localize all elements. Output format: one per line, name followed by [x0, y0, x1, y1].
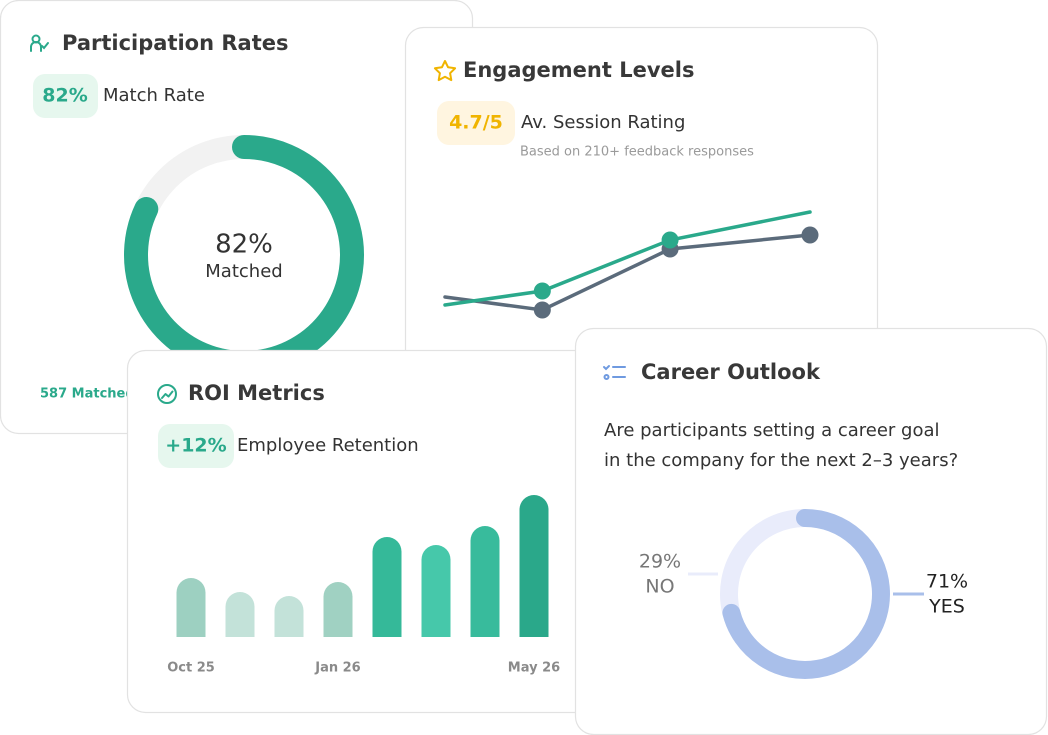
badge-label: Employee Retention	[237, 435, 419, 456]
person-icon	[30, 34, 49, 52]
x-tick-label: Jan 26	[314, 661, 360, 676]
line	[443, 210, 812, 307]
donut-arc	[124, 135, 364, 375]
x-tick-label: May 26	[508, 661, 560, 676]
marker	[533, 282, 551, 300]
bar	[470, 526, 500, 637]
bar	[421, 545, 451, 637]
card-title: Participation Rates	[62, 31, 289, 55]
bar	[176, 578, 206, 637]
badge-bg	[158, 424, 234, 468]
bar	[274, 596, 304, 637]
trend-icon	[157, 384, 177, 404]
bar	[225, 592, 255, 637]
value-label: 29%	[639, 551, 681, 573]
center-label: Matched	[205, 261, 282, 282]
value-label: 71%	[926, 571, 968, 593]
note: Based on 210+ feedback responses	[520, 145, 754, 160]
question-line: in the company for the next 2–3 years?	[604, 450, 958, 471]
badge: +12%	[165, 435, 226, 457]
category-label: YES	[928, 596, 965, 618]
badge-bg	[33, 74, 98, 118]
center-value: 82%	[215, 230, 273, 260]
participation-card: Participation Rates 82% Match Rate 587 M…	[0, 0, 474, 435]
donut-arc	[720, 509, 806, 616]
badge-label: Av. Session Rating	[521, 112, 685, 133]
star-icon	[433, 60, 457, 82]
bar	[372, 537, 402, 637]
list-icon	[603, 365, 626, 380]
question-line: Are participants setting a career goal	[604, 420, 940, 441]
engagement-card: Engagement Levels 4.7/5 Av. Session Rati…	[404, 26, 879, 369]
marker	[801, 226, 819, 244]
x-tick-label: Oct 25	[167, 661, 215, 676]
card-title: Engagement Levels	[463, 58, 694, 82]
line	[443, 233, 812, 312]
card-title: ROI Metrics	[188, 381, 325, 405]
badge-label: Match Rate	[103, 85, 205, 106]
bar	[519, 495, 549, 637]
card-title: Career Outlook	[641, 360, 821, 384]
category-label: NO	[645, 576, 674, 598]
badge: 4.7/5	[449, 112, 503, 134]
career-card: Career Outlook Are participants setting …	[574, 327, 1048, 735]
donut-arc	[722, 509, 890, 679]
footer: 587 Matched	[40, 387, 135, 402]
badge: 82%	[42, 85, 87, 107]
bar	[323, 582, 353, 637]
marker	[533, 301, 551, 319]
badge-bg	[437, 101, 515, 145]
roi-card: ROI Metrics +12% Employee Retention Oct …	[126, 349, 601, 714]
marker	[661, 231, 679, 249]
